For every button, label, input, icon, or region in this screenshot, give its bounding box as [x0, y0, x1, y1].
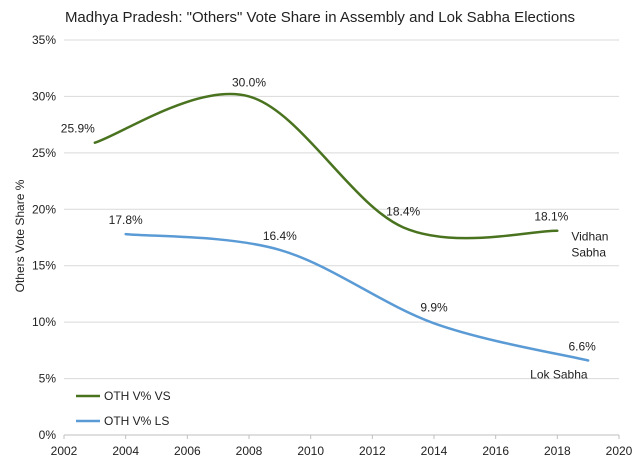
data-label: 18.4%	[386, 204, 420, 218]
y-tick-label: 0%	[39, 428, 57, 442]
chart-title: Madhya Pradesh: "Others" Vote Share in A…	[65, 9, 575, 26]
x-tick-label: 2014	[421, 444, 448, 458]
y-tick-label: 10%	[32, 315, 56, 329]
legend-entry: OTH V% VS	[104, 389, 171, 403]
x-axis-ticks: 2002 2004 2006 2008 2010 2012 2014 2016 2018 2020	[51, 435, 633, 458]
data-labels: 25.9% 30.0% 18.4% 18.1%Vidhan Sabha 17.8% 16.4…	[61, 75, 609, 381]
data-label: 18.1%	[534, 210, 568, 224]
y-tick-label: 20%	[32, 202, 56, 216]
x-tick-label: 2020	[606, 444, 633, 458]
series-end-label: Lok Sabha	[530, 368, 588, 382]
data-label: 25.9%	[61, 122, 95, 136]
data-label: 30.0%	[232, 75, 266, 89]
y-tick-label: 35%	[32, 33, 56, 47]
series-end-label: Sabha	[571, 246, 606, 260]
y-tick-label: 25%	[32, 146, 56, 160]
x-tick-label: 2012	[359, 444, 386, 458]
series-line-lok-sabha	[124, 232, 590, 362]
y-tick-label: 5%	[39, 372, 57, 386]
data-label: 17.8%	[109, 213, 143, 227]
data-label: 16.4%	[263, 229, 297, 243]
series-lines	[93, 92, 590, 362]
x-tick-label: 2008	[236, 444, 263, 458]
y-tick-label: 15%	[32, 259, 56, 273]
gridlines	[64, 39, 619, 436]
x-tick-label: 2004	[112, 444, 139, 458]
legend: OTH V% VS OTH V% LS	[76, 389, 171, 428]
x-tick-label: 2016	[482, 444, 509, 458]
y-axis-ticks: 0% 5% 10% 15% 20% 25% 30% 35%	[32, 33, 56, 442]
x-tick-label: 2002	[51, 444, 78, 458]
x-tick-label: 2018	[544, 444, 571, 458]
y-axis-label: Others Vote Share %	[13, 179, 27, 292]
series-end-label: Vidhan	[571, 230, 608, 244]
data-label: 9.9%	[420, 300, 448, 314]
series-line-vidhan-sabha	[93, 92, 559, 240]
x-tick-label: 2006	[174, 444, 201, 458]
data-label: 6.6%	[568, 340, 596, 354]
legend-entry: OTH V% LS	[104, 414, 169, 428]
x-tick-label: 2010	[297, 444, 324, 458]
y-tick-label: 30%	[32, 89, 56, 103]
